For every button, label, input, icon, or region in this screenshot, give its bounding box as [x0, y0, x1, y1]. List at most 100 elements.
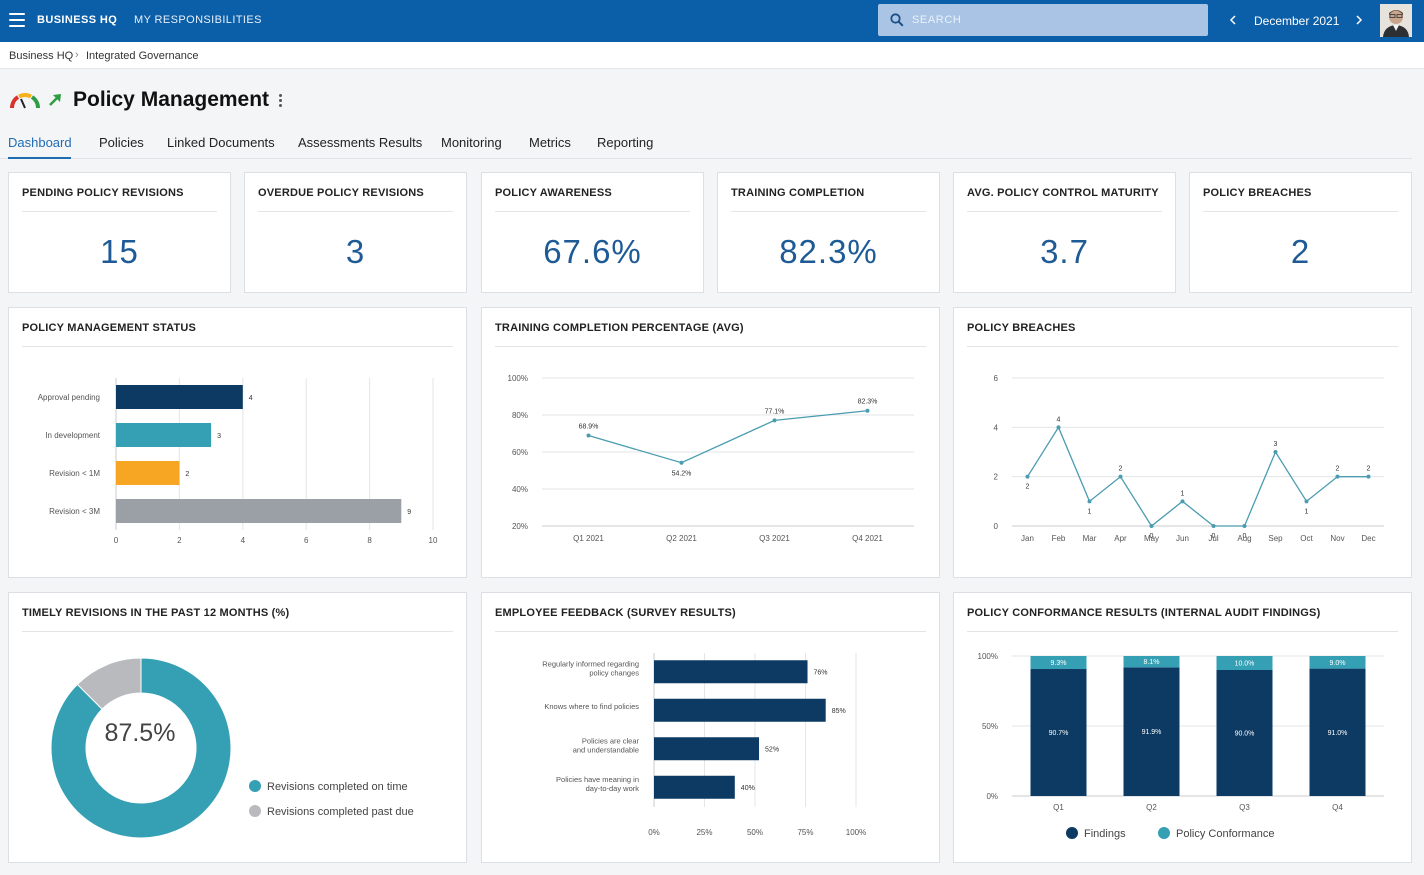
x-tick-label: Jan: [1021, 534, 1034, 543]
kpi-card-policy-awareness[interactable]: POLICY AWARENESS 67.6%: [481, 172, 704, 293]
data-label: 1: [1088, 508, 1092, 515]
breadcrumb-integrated-governance[interactable]: Integrated Governance: [86, 50, 199, 62]
timely-donut-chart: [50, 657, 232, 839]
bar: [654, 737, 760, 761]
tab-policies[interactable]: Policies: [99, 135, 144, 150]
divider: [1203, 211, 1398, 212]
data-label: 0: [1243, 533, 1247, 540]
divider: [22, 211, 217, 212]
data-point: [1242, 524, 1247, 528]
divider: [495, 346, 926, 347]
segment-value-label: 90.0%: [1235, 731, 1255, 738]
y-category-label: policy changes: [589, 668, 639, 677]
data-point: [586, 433, 591, 438]
more-options-icon[interactable]: [278, 94, 283, 108]
tab-bar: Dashboard Policies Linked Documents Asse…: [0, 133, 1412, 159]
tab-assessments-results[interactable]: Assessments Results: [298, 135, 423, 150]
data-label: 77.1%: [765, 408, 785, 415]
panel-title: TRAINING COMPLETION PERCENTAGE (AVG): [495, 322, 744, 334]
legend-label: Findings: [1084, 828, 1126, 840]
search-input[interactable]: [912, 4, 1202, 36]
y-tick-label: 6: [994, 374, 999, 383]
chevron-left-icon[interactable]: [1226, 12, 1240, 28]
x-tick-label: Sep: [1268, 534, 1283, 543]
panel-training-completion: TRAINING COMPLETION PERCENTAGE (AVG) 20%…: [481, 307, 940, 578]
divider: [22, 631, 453, 632]
bar-value-label: 2: [185, 471, 189, 478]
segment-value-label: 91.9%: [1142, 729, 1162, 736]
y-tick-label: 20%: [512, 522, 528, 531]
segment-value-label: 90.7%: [1049, 730, 1069, 737]
legend-dot: [1066, 827, 1078, 839]
kpi-value: 82.3%: [779, 233, 878, 270]
x-tick-label: 0%: [648, 828, 660, 837]
status-bar-chart: 0 2 4 6 8 10 Approval pending 4 In development 3 R…: [38, 378, 438, 545]
data-label: 1: [1181, 490, 1185, 497]
bar-value-label: 9: [407, 509, 411, 516]
y-category-label: Revision < 1M: [49, 469, 100, 478]
bar: [116, 385, 243, 409]
bar: [654, 698, 826, 722]
panel-title: POLICY CONFORMANCE RESULTS (INTERNAL AUD…: [967, 607, 1321, 619]
kpi-value: 3.7: [1040, 233, 1089, 270]
tab-monitoring[interactable]: Monitoring: [441, 135, 502, 150]
kpi-value: 67.6%: [543, 233, 642, 270]
chevron-right-icon[interactable]: [1352, 12, 1366, 28]
panel-title: POLICY BREACHES: [967, 322, 1076, 334]
y-tick-label: 80%: [512, 411, 528, 420]
breadcrumb-business-hq[interactable]: Business HQ: [9, 50, 74, 62]
top-bar: BUSINESS HQ MY RESPONSIBILITIES December…: [0, 0, 1424, 42]
kpi-card-overdue-revisions[interactable]: OVERDUE POLICY REVISIONS 3: [244, 172, 467, 293]
y-tick-label: 0: [994, 522, 999, 531]
data-label: 54.2%: [672, 471, 692, 478]
y-category-label: Policies have meaning in: [556, 775, 639, 784]
x-tick-label: 75%: [797, 828, 813, 837]
bar-value-label: 52%: [765, 746, 779, 753]
kpi-value: 2: [1290, 233, 1311, 270]
x-tick-label: 10: [429, 536, 438, 545]
kpi-card-pending-revisions[interactable]: PENDING POLICY REVISIONS 15: [8, 172, 231, 293]
divider: [967, 631, 1398, 632]
data-label: 68.9%: [579, 424, 599, 431]
data-point: [1149, 524, 1154, 528]
brand-link[interactable]: BUSINESS HQ: [37, 14, 118, 26]
legend-dot: [249, 780, 261, 792]
kpi-card-training-completion[interactable]: TRAINING COMPLETION 82.3%: [717, 172, 940, 293]
bar: [654, 775, 735, 799]
donut-slice: [50, 657, 232, 839]
my-responsibilities-link[interactable]: MY RESPONSIBILITIES: [134, 14, 262, 26]
data-point: [1211, 524, 1216, 528]
series-line: [588, 410, 868, 464]
menu-icon[interactable]: [9, 13, 25, 27]
user-avatar[interactable]: [1380, 4, 1412, 37]
divider: [22, 346, 453, 347]
x-tick-label: Q2 2021: [666, 534, 697, 543]
panel-title: POLICY MANAGEMENT STATUS: [22, 322, 197, 334]
kpi-card-control-maturity[interactable]: AVG. POLICY CONTROL MATURITY 3.7: [953, 172, 1176, 293]
tab-dashboard[interactable]: Dashboard: [8, 135, 72, 150]
y-tick-label: 60%: [512, 448, 528, 457]
tab-linked-documents[interactable]: Linked Documents: [167, 135, 275, 150]
breadcrumb-separator: ›: [75, 49, 79, 61]
x-tick-label: Q1: [1053, 803, 1064, 812]
search-box[interactable]: [878, 4, 1208, 36]
y-category-label: day-to-day work: [586, 784, 640, 793]
tab-metrics[interactable]: Metrics: [529, 135, 571, 150]
divider: [495, 631, 926, 632]
segment-value-label: 10.0%: [1235, 661, 1255, 668]
bar-value-label: 76%: [814, 669, 828, 676]
y-category-label: Knows where to find policies: [544, 702, 639, 711]
kpi-card-policy-breaches[interactable]: POLICY BREACHES 2: [1189, 172, 1412, 293]
data-point: [772, 418, 777, 423]
x-tick-label: Q3 2021: [759, 534, 790, 543]
x-tick-label: 25%: [696, 828, 712, 837]
kpi-value: 15: [100, 233, 139, 270]
legend-label: Policy Conformance: [1176, 828, 1275, 840]
panel-policy-management-status: POLICY MANAGEMENT STATUS 0 2 4 6 8 10 Approval…: [8, 307, 467, 578]
kpi-label: PENDING POLICY REVISIONS: [22, 187, 184, 199]
bar-value-label: 3: [217, 433, 221, 440]
x-tick-label: 50%: [747, 828, 763, 837]
tab-reporting[interactable]: Reporting: [597, 135, 654, 150]
gauge-icon: [9, 93, 41, 109]
